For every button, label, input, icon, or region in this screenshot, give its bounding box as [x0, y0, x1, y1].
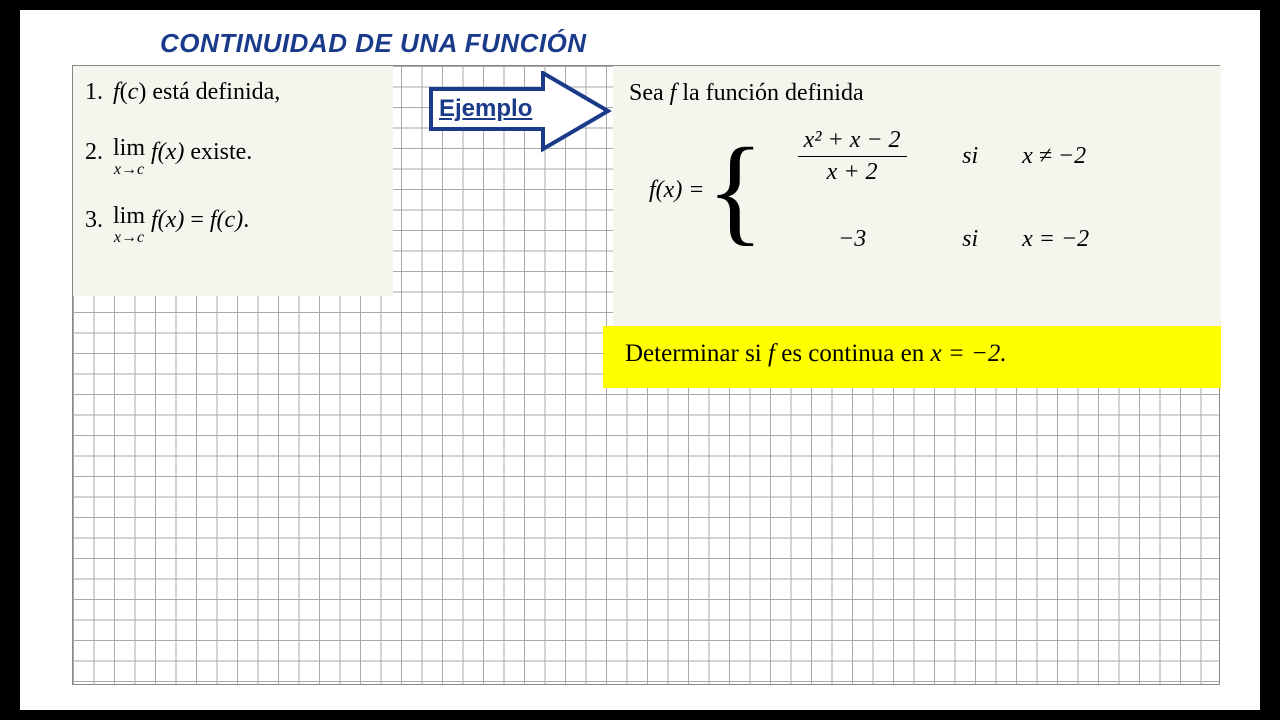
- case-2: −3 si x = −2: [772, 226, 1089, 253]
- example-arrow: Ejemplo: [423, 71, 623, 161]
- condition-3: 3. lim x→c f(x) = f(c).: [85, 204, 381, 246]
- cases: x² + x − 2 x + 2 si x ≠ −2 −3 si x = −2: [772, 127, 1089, 253]
- page: CONTINUIDAD DE UNA FUNCIÓN 1. f(c) está …: [20, 10, 1260, 710]
- example-box: Sea f la función definida f(x) = { x² + …: [613, 66, 1221, 326]
- grid-area: 1. f(c) está definida, 2. lim x→c f(x) e…: [72, 65, 1220, 685]
- case-2-expr: −3: [772, 226, 932, 253]
- condition-3-text: lim x→c f(x) = f(c).: [113, 204, 249, 246]
- fraction: x² + x − 2 x + 2: [798, 127, 907, 186]
- condition-1-text: f(c) está definida,: [113, 76, 280, 110]
- arrow-label: Ejemplo: [439, 95, 532, 123]
- piecewise-function: f(x) = { x² + x − 2 x + 2 si x ≠ −2: [629, 127, 1205, 253]
- fx-label: f(x) =: [649, 177, 705, 204]
- condition-1: 1. f(c) está definida,: [85, 76, 381, 110]
- limit-block: lim x→c: [113, 136, 145, 178]
- condition-1-num: 1.: [85, 76, 103, 110]
- condition-3-num: 3.: [85, 204, 103, 246]
- condition-2: 2. lim x→c f(x) existe.: [85, 136, 381, 178]
- condition-2-num: 2.: [85, 136, 103, 178]
- conditions-box: 1. f(c) está definida, 2. lim x→c f(x) e…: [73, 66, 393, 296]
- example-intro: Sea f la función definida: [629, 80, 1205, 107]
- highlight-strip: [603, 326, 613, 388]
- case-1: x² + x − 2 x + 2 si x ≠ −2: [772, 127, 1089, 186]
- limit-block: lim x→c: [113, 204, 145, 246]
- condition-2-text: lim x→c f(x) existe.: [113, 136, 252, 178]
- question-highlight: Determinar si f es continua en x = −2.: [613, 326, 1221, 388]
- brace-icon: {: [707, 136, 765, 244]
- case-1-expr: x² + x − 2 x + 2: [772, 127, 932, 186]
- page-title: CONTINUIDAD DE UNA FUNCIÓN: [160, 28, 587, 59]
